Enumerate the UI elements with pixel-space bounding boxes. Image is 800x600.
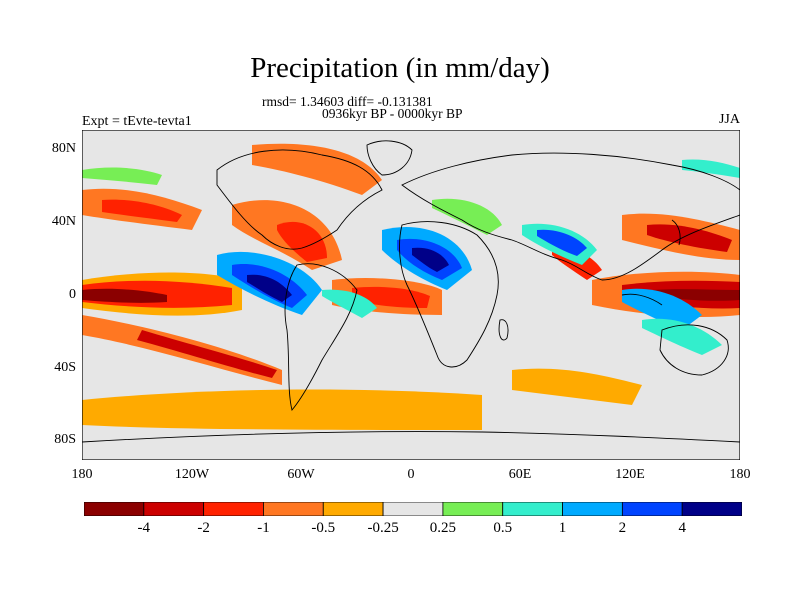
lon-label-120w: 120W <box>174 467 210 482</box>
colorbar <box>84 502 742 516</box>
colorbar-swatch <box>621 502 683 516</box>
period-subtitle: 0936kyr BP - 0000kyr BP <box>322 106 463 121</box>
colorbar-swatch <box>84 502 145 516</box>
colorbar-swatch <box>502 502 563 516</box>
colorbar-swatch <box>322 502 384 516</box>
colorbar-level-label: 2 <box>618 520 627 536</box>
colorbar-level-label: 4 <box>678 520 686 536</box>
colorbar-level-label: -4 <box>137 520 151 536</box>
precipitation-map <box>82 130 740 460</box>
stats-subtitle: rmsd= 1.34603 diff= -0.131381 <box>262 94 433 109</box>
colorbar-level-label: -0.5 <box>311 520 336 536</box>
lon-label-60w: 60W <box>287 467 315 482</box>
lat-label-80s: 80S <box>54 432 76 447</box>
negative-anomaly-fields <box>82 143 740 430</box>
lon-label-120e: 120E <box>615 467 645 482</box>
colorbar-swatch <box>442 502 504 516</box>
colorbar-level-label: -1 <box>257 520 270 536</box>
colorbar-swatch <box>382 502 444 516</box>
lon-label-0: 0 <box>407 467 415 482</box>
colorbar-level-label: -0.25 <box>367 520 399 536</box>
lat-label-0: 0 <box>69 287 76 302</box>
map-title: Precipitation (in mm/day) <box>250 52 550 84</box>
colorbar-level-label: 0.5 <box>493 520 513 536</box>
colorbar-swatch <box>681 502 742 516</box>
colorbar-level-label: 0.25 <box>429 520 457 536</box>
season-label: JJA <box>718 112 740 127</box>
colorbar-swatch <box>143 502 205 516</box>
colorbar-swatch <box>203 502 264 516</box>
experiment-label: Expt = tEvte-tevta1 <box>82 114 192 129</box>
lon-label-180w: 180 <box>71 467 93 482</box>
lat-label-80n: 80N <box>51 141 76 156</box>
colorbar-swatch <box>263 502 324 516</box>
colorbar-level-label: 1 <box>558 520 567 536</box>
colorbar-swatch <box>562 502 623 516</box>
lon-label-60e: 60E <box>508 467 532 482</box>
lon-label-180e: 180 <box>729 467 751 482</box>
lat-label-40s: 40S <box>54 360 76 375</box>
lat-label-40n: 40N <box>51 214 76 229</box>
colorbar-level-label: -2 <box>197 520 210 536</box>
coastlines <box>82 140 740 443</box>
